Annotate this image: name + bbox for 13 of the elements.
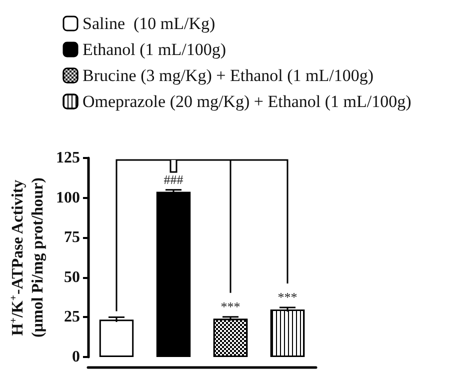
data-label: *** (278, 290, 298, 305)
y-tick-label: 100 (56, 189, 80, 206)
legend-label: Omeprazole (20 mg/Kg) + Ethanol (1 mL/100g) (82, 92, 412, 111)
legend-label: Ethanol (1 mL/100g) (82, 40, 226, 59)
legend-label: Saline (10 mL/Kg) (82, 14, 216, 33)
data-label: ### (164, 172, 184, 187)
y-tick-label: 125 (56, 150, 80, 166)
y-tick-label: 25 (64, 308, 80, 326)
data-label: *** (220, 298, 240, 314)
y-tick-label: 75 (64, 229, 80, 246)
legend-label: Brucine (3 mg/Kg) + Ethanol (1 mL/100g) (82, 66, 374, 85)
y-tick-label: 50 (64, 268, 80, 286)
y-tick-label: 0 (72, 348, 80, 366)
